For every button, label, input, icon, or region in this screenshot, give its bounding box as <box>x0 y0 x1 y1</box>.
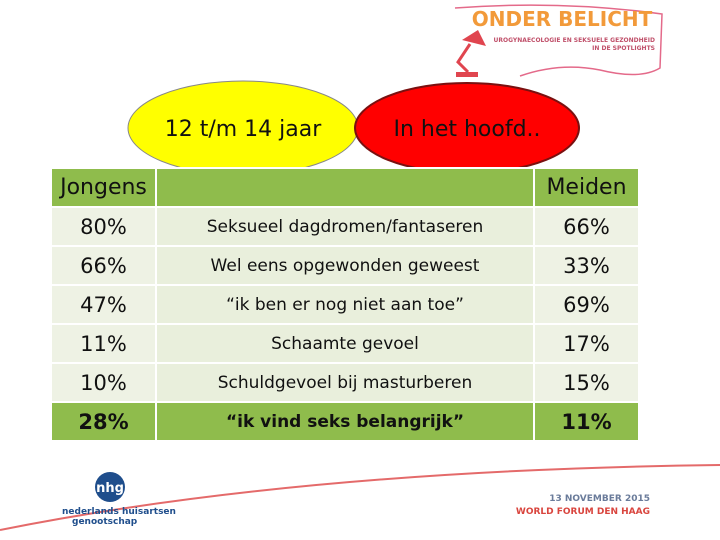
girls-cell: 69% <box>533 284 640 325</box>
header-cell <box>155 167 535 208</box>
header-row: Jongens Meiden <box>50 167 640 208</box>
logo-subtitle: IN DE SPOTLIGHTS <box>592 45 655 52</box>
statement-cell: Schuldgevoel bij masturberen <box>155 362 535 403</box>
nhg-logo-circle <box>95 472 125 502</box>
header-cell: Jongens <box>50 167 157 208</box>
nhg-logo-text: nhg <box>96 481 124 496</box>
boys-cell: 28% <box>50 401 157 442</box>
table-row: 11% Schaamte gevoel 17% <box>50 323 640 364</box>
table-row: 47% “ik ben er nog niet aan toe” 69% <box>50 284 640 325</box>
lamp-head <box>462 30 486 46</box>
girls-cell: 15% <box>533 362 640 403</box>
girls-cell: 17% <box>533 323 640 364</box>
organization: nederlands huisartsen <box>62 507 176 517</box>
lamp-base <box>456 72 478 77</box>
table-row: 66% Wel eens opgewonden geweest 33% <box>50 245 640 286</box>
girls-cell: 33% <box>533 245 640 286</box>
logo-subtitle: UROGYNAECOLOGIE EN SEKSUELE GEZONDHEID <box>494 37 655 44</box>
boys-cell: 10% <box>50 362 157 403</box>
statement-cell: Wel eens opgewonden geweest <box>155 245 535 286</box>
lamp-arm <box>456 43 472 74</box>
statement-cell: Schaamte gevoel <box>155 323 535 364</box>
statement-cell: “ik ben er nog niet aan toe” <box>155 284 535 325</box>
footer-swoosh <box>0 464 720 531</box>
girls-cell: 66% <box>533 206 640 247</box>
table-row: 80% Seksueel dagdromen/fantaseren 66% <box>50 206 640 247</box>
boys-cell: 47% <box>50 284 157 325</box>
boys-cell: 11% <box>50 323 157 364</box>
age-badge-text: 12 t/m 14 jaar <box>165 117 323 142</box>
logo-swoosh <box>454 4 663 77</box>
header-cell: Meiden <box>533 167 640 208</box>
girls-cell: 11% <box>533 401 640 442</box>
event-date: 13 NOVEMBER 2015 <box>549 494 650 504</box>
topic-badge-text: In het hoofd.. <box>393 117 540 142</box>
table-row: 10% Schuldgevoel bij masturberen 15% <box>50 362 640 403</box>
boys-cell: 80% <box>50 206 157 247</box>
event-venue: WORLD FORUM DEN HAAG <box>516 507 650 517</box>
table-row: 28% “ik vind seks belangrijk” 11% <box>50 401 640 442</box>
statement-cell: Seksueel dagdromen/fantaseren <box>155 206 535 247</box>
organization: genootschap <box>72 517 138 527</box>
statement-cell: “ik vind seks belangrijk” <box>155 401 535 442</box>
boys-cell: 66% <box>50 245 157 286</box>
logo-title: ONDER BELICHT <box>472 7 653 31</box>
comparison-table: Jongens Meiden 80% Seksueel dagdromen/fan… <box>50 167 640 442</box>
